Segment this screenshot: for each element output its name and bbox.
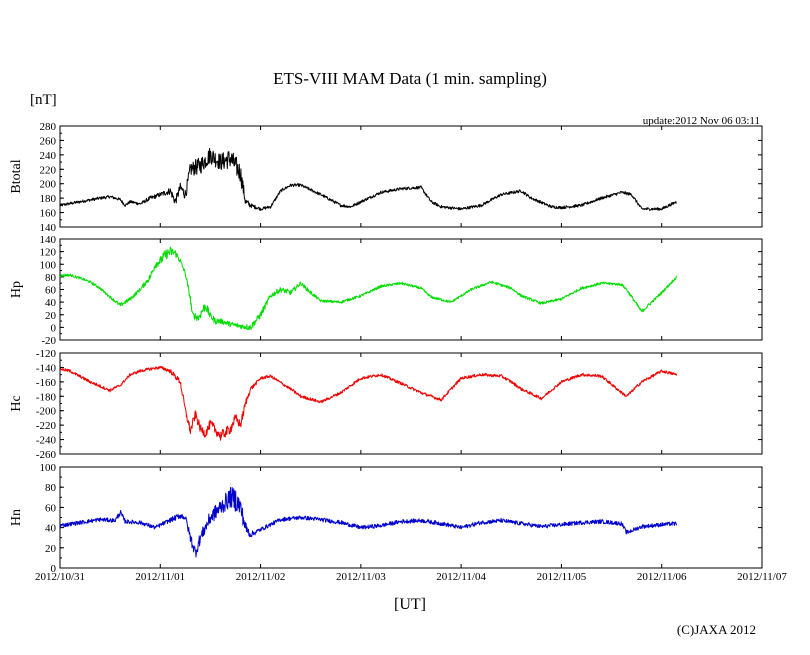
panel-btotal: 140 160 180 200 220 240 260 280 Btotal (9, 121, 763, 234)
y-tick-label: 180 (40, 193, 57, 205)
y-tick-label: 200 (40, 179, 57, 191)
x-axis-ticks: 2012/10/31 2012/11/01 2012/11/02 2012/11/03… (35, 571, 787, 583)
y-axis-label-hp: Hp (9, 281, 24, 298)
y-tick-label: 220 (40, 164, 57, 176)
y-tick-label: -260 (36, 449, 57, 461)
copyright: (C)JAXA 2012 (677, 622, 756, 637)
panel-frame (59, 466, 763, 569)
panel-hc: -260 -240 -220 -200 -180 -160 -140 -120 Hc (9, 348, 763, 461)
y-tick-label: 20 (45, 310, 57, 322)
x-tick-label: 2012/11/03 (336, 571, 386, 583)
y-tick-label: 280 (40, 121, 57, 133)
y-tick-label: 100 (40, 259, 57, 271)
y-tick-label: -200 (36, 406, 57, 418)
y-tick-label: -220 (36, 420, 57, 432)
panel-hn: 0 20 40 60 80 100 Hn (9, 462, 763, 575)
series-line-hn (59, 487, 678, 558)
y-tick-label: -20 (41, 335, 56, 347)
y-tick-label: 40 (45, 297, 57, 309)
y-axis-label-btotal: Btotal (9, 159, 24, 193)
y-tick-label: 0 (51, 563, 57, 575)
y-tick-label: -160 (36, 377, 57, 389)
y-tick-label: 80 (45, 272, 57, 284)
y-axis-label-hn: Hn (9, 509, 24, 526)
series-line-btotal (59, 148, 677, 211)
y-tick-label: 80 (45, 482, 57, 494)
x-tick-label: 2012/11/06 (637, 571, 687, 583)
y-tick-label: 60 (45, 502, 57, 514)
y-tick-label: -120 (36, 348, 57, 360)
x-tick-label: 2012/11/05 (537, 571, 587, 583)
x-axis-label: [UT] (394, 596, 426, 613)
panels-group: 140160180200220240260280Btotal-200204060… (9, 121, 763, 575)
chart-title: ETS-VIII MAM Data (1 min. sampling) (273, 69, 547, 88)
y-tick-label: 120 (40, 247, 57, 259)
y-tick-label: 260 (40, 135, 57, 147)
update-timestamp: update:2012 Nov 06 03:11 (643, 115, 760, 127)
series-line-hc (59, 366, 678, 441)
y-tick-label: 20 (45, 543, 57, 555)
panel-frame (59, 125, 763, 228)
unit-label: [nT] (30, 92, 57, 108)
y-tick-label: -240 (36, 435, 57, 447)
y-tick-label: 0 (51, 322, 57, 334)
x-tick-label: 2012/11/02 (236, 571, 286, 583)
x-tick-label: 2012/11/04 (436, 571, 486, 583)
y-tick-label: 100 (40, 462, 57, 474)
y-tick-label: 140 (40, 222, 57, 234)
x-tick-label: 2012/11/01 (135, 571, 185, 583)
y-tick-label: 140 (40, 234, 57, 246)
y-tick-label: 60 (45, 285, 57, 297)
x-tick-label: 2012/11/07 (737, 571, 787, 583)
y-tick-label: -140 (36, 362, 57, 374)
y-tick-label: 40 (45, 523, 57, 535)
x-tick-label: 2012/10/31 (35, 571, 85, 583)
y-tick-label: -180 (36, 391, 57, 403)
y-axis-label-hc: Hc (9, 395, 24, 411)
y-tick-label: 240 (40, 150, 57, 162)
series-line-hp (59, 246, 678, 331)
y-tick-label: 160 (40, 208, 57, 220)
